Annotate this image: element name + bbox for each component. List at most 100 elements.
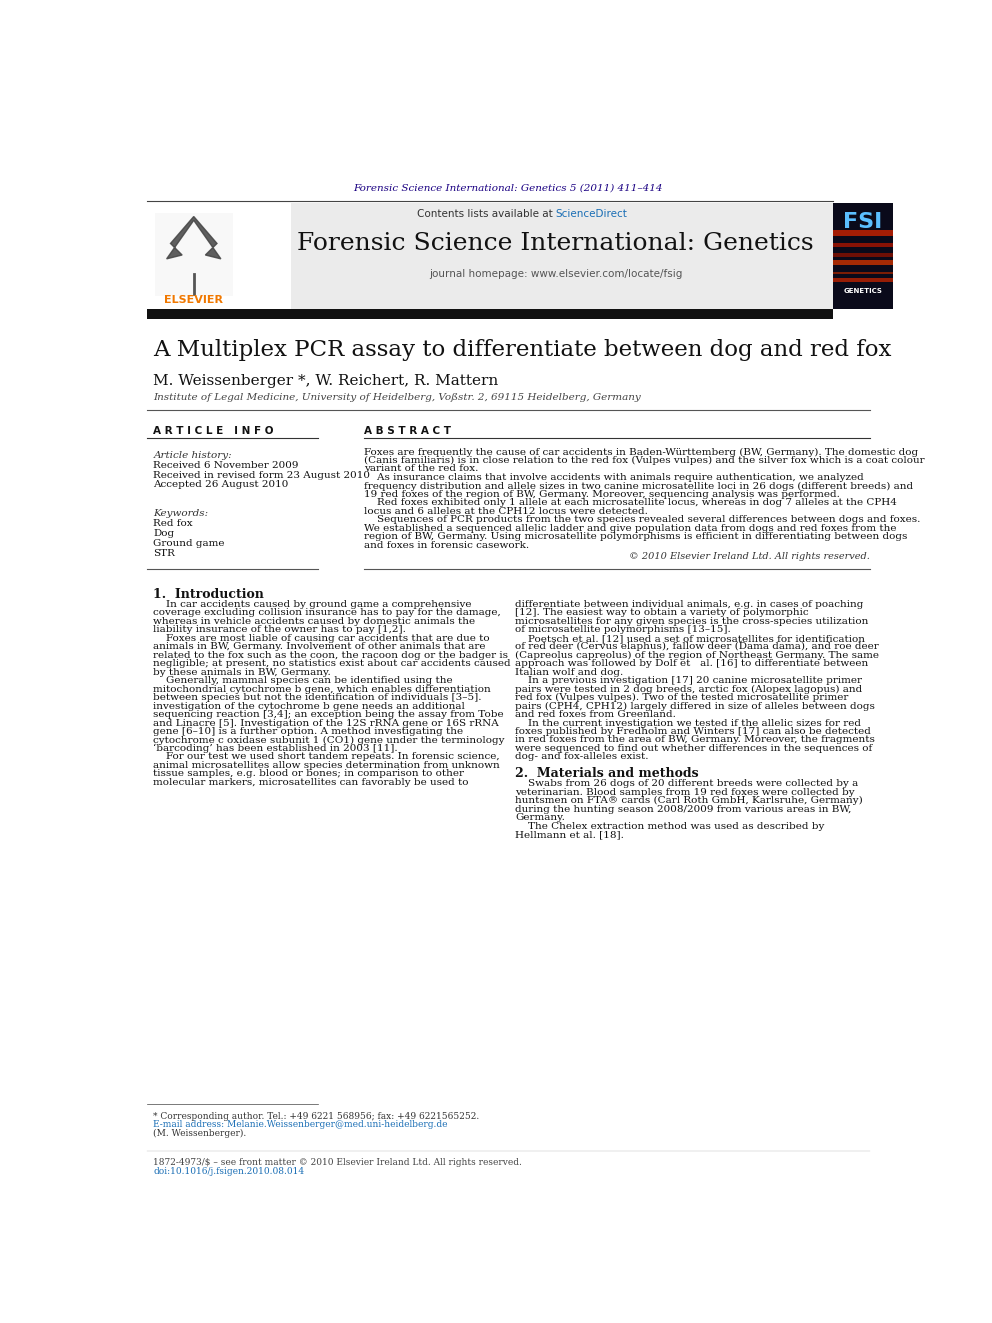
Text: investigation of the cytochrome b gene needs an additional: investigation of the cytochrome b gene n… — [154, 701, 465, 710]
Text: Italian wolf and dog.: Italian wolf and dog. — [516, 668, 624, 677]
Text: 1.  Introduction: 1. Introduction — [154, 587, 264, 601]
Text: Forensic Science International: Genetics 5 (2011) 411–414: Forensic Science International: Genetics… — [354, 184, 663, 193]
Text: 2.  Materials and methods: 2. Materials and methods — [516, 767, 699, 781]
Text: huntsmen on FTA® cards (Carl Roth GmbH, Karlsruhe, Germany): huntsmen on FTA® cards (Carl Roth GmbH, … — [516, 796, 863, 806]
Text: cytochrome c oxidase subunit 1 (CO1) gene under the terminology: cytochrome c oxidase subunit 1 (CO1) gen… — [154, 736, 505, 745]
Text: variant of the red fox.: variant of the red fox. — [364, 464, 478, 474]
Text: doi:10.1016/j.fsigen.2010.08.014: doi:10.1016/j.fsigen.2010.08.014 — [154, 1167, 305, 1176]
Text: Red fox: Red fox — [154, 519, 193, 528]
Bar — [833, 278, 893, 282]
Text: Accepted 26 August 2010: Accepted 26 August 2010 — [154, 480, 289, 490]
Text: frequency distribution and allele sizes in two canine microsatellite loci in 26 : frequency distribution and allele sizes … — [364, 482, 914, 491]
Text: A Multiplex PCR assay to differentiate between dog and red fox: A Multiplex PCR assay to differentiate b… — [154, 339, 892, 361]
Text: Red foxes exhibited only 1 allele at each microsatellite locus, whereas in dog 7: Red foxes exhibited only 1 allele at eac… — [364, 499, 897, 507]
Text: Received 6 November 2009: Received 6 November 2009 — [154, 462, 299, 471]
Text: ‘barcoding’ has been established in 2003 [11].: ‘barcoding’ has been established in 2003… — [154, 744, 398, 753]
Polygon shape — [167, 217, 221, 259]
Text: between species but not the identification of individuals [3–5].: between species but not the identificati… — [154, 693, 482, 703]
Text: Dog: Dog — [154, 529, 175, 538]
Bar — [833, 273, 893, 274]
Text: A B S T R A C T: A B S T R A C T — [364, 426, 451, 437]
Bar — [147, 308, 833, 319]
Text: mitochondrial cytochrome b gene, which enables differentiation: mitochondrial cytochrome b gene, which e… — [154, 685, 491, 693]
Text: and foxes in forensic casework.: and foxes in forensic casework. — [364, 541, 530, 549]
Text: (Capreolus capreolus) of the region of Northeast Germany. The same: (Capreolus capreolus) of the region of N… — [516, 651, 879, 660]
Text: pairs were tested in 2 dog breeds, arctic fox (Alopex lagopus) and: pairs were tested in 2 dog breeds, arcti… — [516, 685, 863, 693]
Text: animal microsatellites allow species determination from unknown: animal microsatellites allow species det… — [154, 761, 500, 770]
Text: In the current investigation we tested if the allelic sizes for red: In the current investigation we tested i… — [516, 718, 861, 728]
Bar — [833, 230, 893, 235]
Text: related to the fox such as the coon, the racoon dog or the badger is: related to the fox such as the coon, the… — [154, 651, 509, 660]
Text: Received in revised form 23 August 2010: Received in revised form 23 August 2010 — [154, 471, 370, 480]
Text: journal homepage: www.elsevier.com/locate/fsig: journal homepage: www.elsevier.com/locat… — [429, 270, 682, 279]
Text: FSI: FSI — [843, 212, 882, 232]
Bar — [833, 202, 893, 308]
Text: during the hunting season 2008/2009 from various areas in BW,: during the hunting season 2008/2009 from… — [516, 804, 852, 814]
Text: of microsatellite polymorphisms [13–15].: of microsatellite polymorphisms [13–15]. — [516, 626, 731, 635]
Bar — [291, 202, 833, 308]
Text: STR: STR — [154, 549, 176, 558]
Text: ELSEVIER: ELSEVIER — [165, 295, 223, 304]
Text: [12]. The easiest way to obtain a variety of polymorphic: [12]. The easiest way to obtain a variet… — [516, 609, 809, 618]
Text: 1872-4973/$ – see front matter © 2010 Elsevier Ireland Ltd. All rights reserved.: 1872-4973/$ – see front matter © 2010 El… — [154, 1158, 523, 1167]
Text: animals in BW, Germany. Involvement of other animals that are: animals in BW, Germany. Involvement of o… — [154, 643, 486, 651]
Text: A R T I C L E   I N F O: A R T I C L E I N F O — [154, 426, 274, 437]
Text: Sequences of PCR products from the two species revealed several differences betw: Sequences of PCR products from the two s… — [364, 515, 921, 524]
Text: negligible; at present, no statistics exist about car accidents caused: negligible; at present, no statistics ex… — [154, 659, 511, 668]
Text: Germany.: Germany. — [516, 814, 565, 823]
Text: tissue samples, e.g. blood or bones; in comparison to other: tissue samples, e.g. blood or bones; in … — [154, 770, 464, 778]
Bar — [833, 243, 893, 247]
Text: Hellmann et al. [18].: Hellmann et al. [18]. — [516, 831, 624, 839]
Text: As insurance claims that involve accidents with animals require authentication, : As insurance claims that involve acciden… — [364, 472, 864, 482]
Text: For our test we used short tandem repeats. In forensic science,: For our test we used short tandem repeat… — [154, 753, 500, 762]
Text: The Chelex extraction method was used as described by: The Chelex extraction method was used as… — [516, 822, 824, 831]
Text: liability insurance of the owner has to pay [1,2].: liability insurance of the owner has to … — [154, 626, 407, 635]
Text: © 2010 Elsevier Ireland Ltd. All rights reserved.: © 2010 Elsevier Ireland Ltd. All rights … — [629, 552, 870, 561]
Text: Poetsch et al. [12] used a set of microsatellites for identification: Poetsch et al. [12] used a set of micros… — [516, 634, 865, 643]
Text: foxes published by Fredholm and Winters [17] can also be detected: foxes published by Fredholm and Winters … — [516, 728, 871, 736]
Bar — [155, 213, 232, 296]
Text: We established a sequenced allelic ladder and give population data from dogs and: We established a sequenced allelic ladde… — [364, 524, 897, 533]
Text: sequencing reaction [3,4]; an exception being the assay from Tobe: sequencing reaction [3,4]; an exception … — [154, 710, 504, 720]
Text: locus and 6 alleles at the CPH12 locus were detected.: locus and 6 alleles at the CPH12 locus w… — [364, 507, 648, 516]
Text: coverage excluding collision insurance has to pay for the damage,: coverage excluding collision insurance h… — [154, 609, 501, 618]
Text: veterinarian. Blood samples from 19 red foxes were collected by: veterinarian. Blood samples from 19 red … — [516, 789, 855, 796]
Text: Keywords:: Keywords: — [154, 509, 208, 519]
Text: by these animals in BW, Germany.: by these animals in BW, Germany. — [154, 668, 331, 677]
Text: * Corresponding author. Tel.: +49 6221 568956; fax: +49 6221565252.: * Corresponding author. Tel.: +49 6221 5… — [154, 1113, 480, 1121]
Text: In a previous investigation [17] 20 canine microsatellite primer: In a previous investigation [17] 20 cani… — [516, 676, 862, 685]
Text: E-mail address: Melanie.Weissenberger@med.uni-heidelberg.de: E-mail address: Melanie.Weissenberger@me… — [154, 1121, 448, 1130]
Text: Article history:: Article history: — [154, 451, 232, 459]
Text: Foxes are frequently the cause of car accidents in Baden-Württemberg (BW, German: Foxes are frequently the cause of car ac… — [364, 447, 919, 456]
Text: ScienceDirect: ScienceDirect — [556, 209, 628, 220]
Text: dog- and fox-alleles exist.: dog- and fox-alleles exist. — [516, 753, 649, 762]
Text: Swabs from 26 dogs of 20 different breeds were collected by a: Swabs from 26 dogs of 20 different breed… — [516, 779, 859, 789]
Text: molecular markers, microsatellites can favorably be used to: molecular markers, microsatellites can f… — [154, 778, 469, 787]
Text: in red foxes from the area of BW, Germany. Moreover, the fragments: in red foxes from the area of BW, German… — [516, 736, 875, 745]
Text: microsatellites for any given species is the cross-species utilization: microsatellites for any given species is… — [516, 617, 869, 626]
Text: Ground game: Ground game — [154, 540, 225, 548]
Bar — [833, 254, 893, 257]
Text: In car accidents caused by ground game a comprehensive: In car accidents caused by ground game a… — [154, 599, 472, 609]
Text: whereas in vehicle accidents caused by domestic animals the: whereas in vehicle accidents caused by d… — [154, 617, 475, 626]
Text: GENETICS: GENETICS — [843, 288, 882, 294]
Text: Forensic Science International: Genetics: Forensic Science International: Genetics — [298, 232, 814, 255]
Text: approach was followed by Dolf et   al. [16] to differentiate between: approach was followed by Dolf et al. [16… — [516, 659, 869, 668]
Text: red fox (Vulpes vulpes). Two of the tested microsatellite primer: red fox (Vulpes vulpes). Two of the test… — [516, 693, 849, 703]
Text: pairs (CPH4, CPH12) largely differed in size of alleles between dogs: pairs (CPH4, CPH12) largely differed in … — [516, 701, 875, 710]
Text: and Linacre [5]. Investigation of the 12S rRNA gene or 16S rRNA: and Linacre [5]. Investigation of the 12… — [154, 718, 499, 728]
Text: of red deer (Cervus elaphus), fallow deer (Dama dama), and roe deer: of red deer (Cervus elaphus), fallow dee… — [516, 643, 879, 651]
Text: were sequenced to find out whether differences in the sequences of: were sequenced to find out whether diffe… — [516, 744, 873, 753]
Text: and red foxes from Greenland.: and red foxes from Greenland. — [516, 710, 677, 720]
Text: M. Weissenberger *, W. Reichert, R. Mattern: M. Weissenberger *, W. Reichert, R. Matt… — [154, 373, 499, 388]
Text: (M. Weissenberger).: (M. Weissenberger). — [154, 1129, 247, 1138]
Text: 19 red foxes of the region of BW, Germany. Moreover, sequencing analysis was per: 19 red foxes of the region of BW, German… — [364, 490, 840, 499]
Text: differentiate between individual animals, e.g. in cases of poaching: differentiate between individual animals… — [516, 599, 864, 609]
Text: (Canis familiaris) is in close relation to the red fox (Vulpes vulpes) and the s: (Canis familiaris) is in close relation … — [364, 456, 925, 466]
Text: region of BW, Germany. Using microsatellite polymorphisms is efficient in differ: region of BW, Germany. Using microsatell… — [364, 532, 908, 541]
Bar — [833, 261, 893, 265]
Text: gene [6–10] is a further option. A method investigating the: gene [6–10] is a further option. A metho… — [154, 728, 463, 736]
Text: Generally, mammal species can be identified using the: Generally, mammal species can be identif… — [154, 676, 453, 685]
Text: Contents lists available at: Contents lists available at — [417, 209, 556, 220]
Text: Foxes are most liable of causing car accidents that are due to: Foxes are most liable of causing car acc… — [154, 634, 490, 643]
